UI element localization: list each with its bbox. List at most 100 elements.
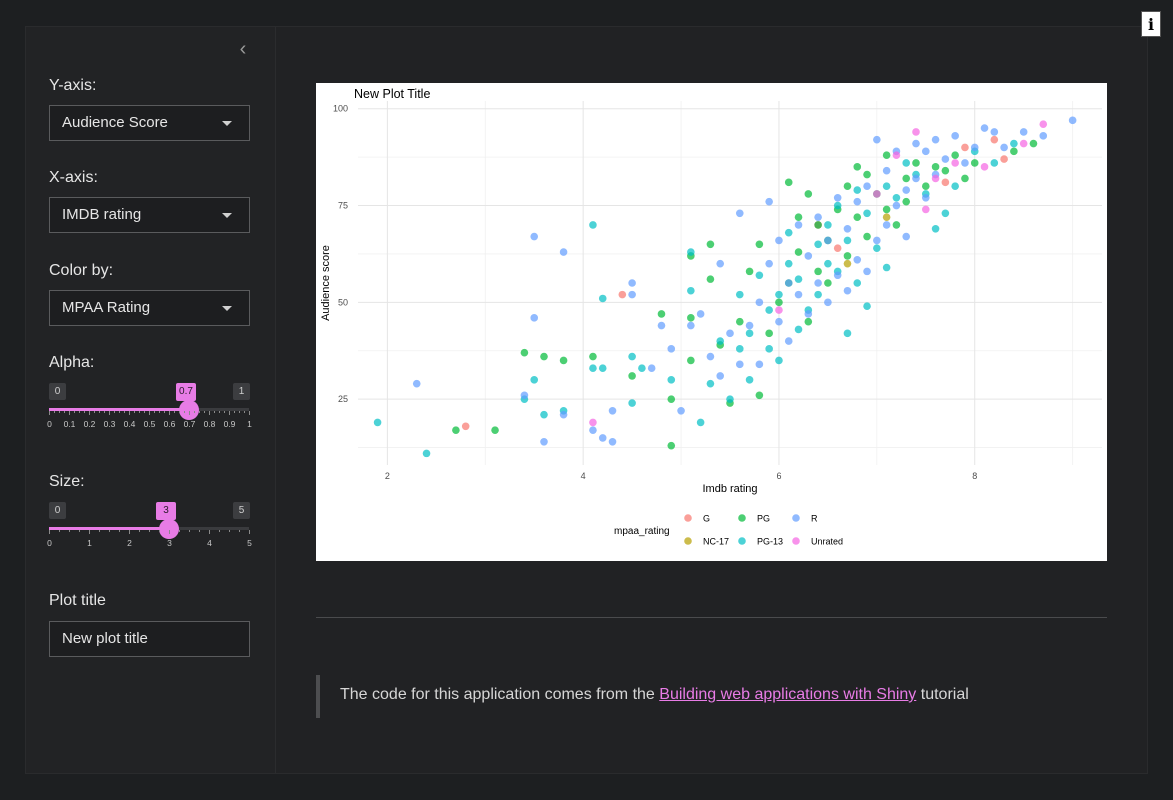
slider-max: 1 <box>233 383 250 400</box>
data-point-unrated <box>1019 139 1028 148</box>
data-point-r <box>921 194 930 202</box>
data-point-r <box>667 345 676 353</box>
data-point-pg <box>755 391 764 400</box>
data-point-pg-13 <box>687 248 695 256</box>
alpha-slider[interactable]: 0 1 0.7 0 0.1 0.2 0.3 0.4 0.5 0.6 0.7 0.8 0.9 1 <box>47 383 252 443</box>
data-point-pg-13 <box>843 329 852 338</box>
data-point-pg-13 <box>745 376 754 384</box>
data-point-r <box>765 259 773 268</box>
data-point-g <box>461 422 470 431</box>
slider-tick-label: 0.8 <box>203 419 216 429</box>
legend-label: Unrated <box>811 537 843 547</box>
slider-tick <box>89 411 90 415</box>
data-point-pg-13 <box>853 186 862 194</box>
data-point-pg-13 <box>598 364 607 372</box>
data-point-pg <box>961 174 969 183</box>
data-point-r <box>863 182 871 190</box>
slider-tick <box>129 530 130 534</box>
data-point-pg-13 <box>373 418 382 427</box>
slider-handle[interactable] <box>179 400 199 420</box>
y-axis-label: Y-axis: <box>49 77 97 94</box>
data-point-r <box>775 236 783 245</box>
data-point-pg-13 <box>765 306 773 314</box>
slider-handle[interactable] <box>159 519 179 539</box>
data-point-pg-13 <box>540 410 548 419</box>
data-point-pg <box>843 182 852 190</box>
info-button[interactable]: i <box>1141 11 1161 37</box>
plot-title-label: Plot title <box>49 592 106 609</box>
chevron-left-icon[interactable]: ‹ <box>239 38 247 60</box>
data-point-r <box>833 194 842 202</box>
plot-title-input[interactable]: New plot title <box>49 621 250 657</box>
y-axis-value: Audience Score <box>62 114 168 131</box>
data-point-pg <box>941 166 950 175</box>
data-point-pg-13 <box>990 159 999 167</box>
data-point-pg <box>882 151 891 160</box>
slider-tick <box>229 411 230 415</box>
data-point-r <box>696 310 705 318</box>
slider-minor-tick <box>59 411 60 413</box>
data-point-pg <box>452 426 460 434</box>
data-point-r <box>735 209 744 218</box>
data-point-pg-13 <box>873 244 881 252</box>
data-point-unrated <box>1039 120 1048 129</box>
data-point-pg-13 <box>892 194 901 202</box>
data-point-pg <box>902 174 911 183</box>
data-point-r <box>1039 132 1048 140</box>
data-point-r <box>804 310 813 318</box>
slider-tick-label: 3 <box>167 538 172 548</box>
data-point-r <box>794 221 803 229</box>
slider-ticks: 0 1 2 3 4 5 <box>47 530 252 560</box>
data-point-r <box>775 317 783 326</box>
data-point-r <box>824 236 832 245</box>
slider-minor-tick <box>244 411 245 413</box>
slider-minor-tick <box>204 411 205 413</box>
data-point-pg <box>814 267 822 276</box>
data-point-pg <box>667 441 676 450</box>
data-point-pg <box>755 240 764 249</box>
data-point-nc-17 <box>843 259 852 268</box>
plot-panel: 2 4 6 8 25 50 75 100 New Plot Title Imdb rating Au… <box>316 83 1107 561</box>
size-label: Size: <box>49 473 85 490</box>
data-point-r <box>804 252 813 260</box>
slider-max: 5 <box>233 502 250 519</box>
data-point-r <box>657 321 666 330</box>
y-axis-select[interactable]: Audience Score <box>49 105 250 141</box>
footer-suffix: tutorial <box>916 686 969 703</box>
data-point-pg-13 <box>775 290 783 299</box>
data-point-pg <box>843 252 852 260</box>
data-point-pg-13 <box>843 236 852 245</box>
data-point-pg-13 <box>589 221 597 229</box>
data-point-r <box>598 434 607 442</box>
slider-tick-label: 0.7 <box>183 419 196 429</box>
data-point-pg-13 <box>902 159 911 167</box>
data-point-r <box>882 221 891 229</box>
data-point-pg <box>882 205 891 214</box>
slider-tick-label: 4 <box>207 538 212 548</box>
data-point-r <box>794 290 803 299</box>
data-point-pg <box>853 213 862 221</box>
slider-minor-tick <box>239 411 240 413</box>
data-point-pg-13 <box>687 286 695 295</box>
y-axis-title: Audience score <box>320 245 332 321</box>
y-tick-label: 50 <box>338 297 348 307</box>
data-point-r <box>824 298 832 307</box>
x-axis-select[interactable]: IMDB rating <box>49 197 250 233</box>
data-point-r <box>931 135 940 144</box>
color-by-select[interactable]: MPAA Rating <box>49 290 250 326</box>
data-point-r <box>530 232 539 241</box>
slider-tick-label: 0.6 <box>163 419 176 429</box>
size-slider[interactable]: 0 5 3 0 1 2 3 4 5 <box>47 502 252 562</box>
data-point-pg <box>931 163 940 171</box>
data-point-pg <box>628 372 636 380</box>
tutorial-link[interactable]: Building web applications with Shiny <box>659 686 917 703</box>
slider-minor-tick <box>219 530 220 532</box>
data-point-pg <box>1010 147 1018 156</box>
data-point-r <box>784 337 793 345</box>
data-point-g <box>941 178 950 187</box>
slider-minor-tick <box>189 530 190 532</box>
x-axis-value: IMDB rating <box>62 206 142 223</box>
legend-key-unrated <box>792 537 800 545</box>
slider-minor-tick <box>119 411 120 413</box>
data-point-pg-13 <box>853 279 862 287</box>
